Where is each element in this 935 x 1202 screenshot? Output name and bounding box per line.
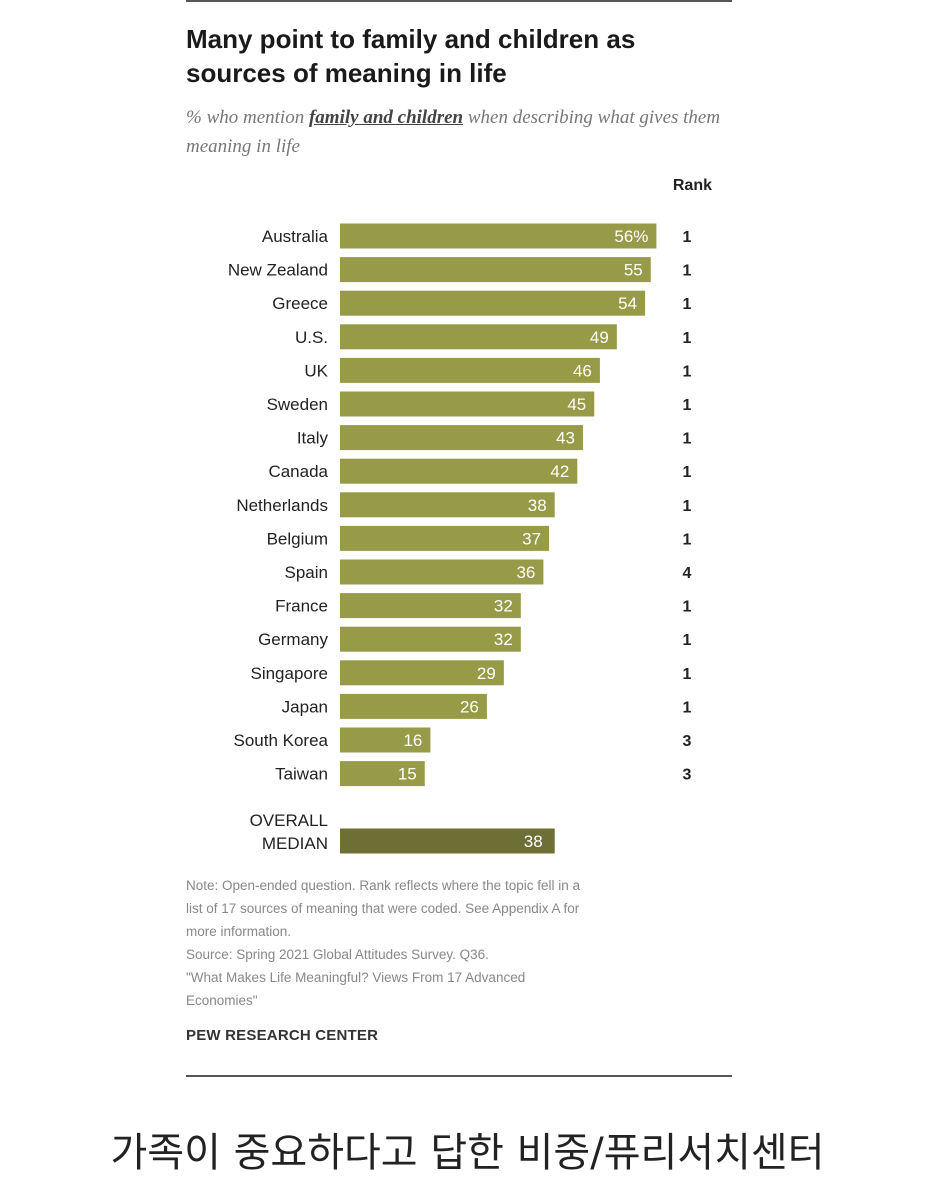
chart-note: Note: Open-ended question. Rank reflects… — [186, 874, 726, 1012]
bar-value-label: 54 — [618, 294, 637, 313]
median-bar — [340, 828, 555, 854]
brand-label: PEW RESEARCH CENTER — [186, 1027, 379, 1044]
bar-value-label: 46 — [573, 361, 592, 380]
bar-value-label: 16 — [403, 731, 422, 750]
source-line: Economies" — [186, 993, 258, 1008]
rank-header: Rank — [672, 177, 712, 194]
bar-value-label: 56% — [614, 227, 648, 246]
category-label: Sweden — [267, 395, 328, 414]
subtitle-emphasis: family and children — [308, 107, 464, 128]
category-label: Italy — [297, 429, 329, 448]
bar-value-label: 36 — [516, 563, 535, 582]
category-label: Canada — [268, 462, 328, 481]
bar — [340, 761, 425, 787]
bar-value-label: 45 — [567, 395, 586, 414]
rank-value: 1 — [683, 666, 692, 683]
rank-value: 1 — [683, 632, 692, 649]
rank-value: 1 — [683, 263, 692, 280]
note-line: more information. — [186, 924, 292, 939]
bar — [340, 257, 651, 283]
bar — [340, 223, 657, 249]
chart-title: Many point to family and children as sou… — [186, 24, 636, 88]
bar-value-label: 32 — [494, 597, 513, 616]
median-label-line1: OVERALL — [250, 811, 328, 830]
category-label: Greece — [272, 294, 328, 313]
rank-value: 1 — [683, 699, 692, 716]
bar — [340, 525, 550, 551]
bar-value-label: 29 — [477, 664, 496, 683]
bar-value-label: 55 — [624, 261, 643, 280]
rank-value: 3 — [683, 733, 692, 750]
rank-value: 1 — [683, 330, 692, 347]
rank-value: 3 — [683, 767, 692, 784]
rank-value: 1 — [683, 498, 692, 515]
top-rule — [186, 0, 732, 2]
bar-value-label: 32 — [494, 630, 513, 649]
category-label: New Zealand — [228, 261, 328, 280]
rank-value: 1 — [683, 363, 692, 380]
category-label: Taiwan — [275, 765, 328, 784]
rank-value: 1 — [683, 531, 692, 548]
bar-value-label: 49 — [590, 328, 609, 347]
bar-chart: Australia 56% 1 New Zealand 55 1 Greece 54 1 U.S.… — [228, 223, 692, 854]
source-line: Source: Spring 2021 Global Attitudes Sur… — [186, 947, 489, 962]
bar-value-label: 26 — [460, 697, 479, 716]
bar — [340, 727, 431, 753]
category-label: UK — [304, 361, 328, 380]
bar-value-label: 37 — [522, 529, 541, 548]
chart-subtitle: % who mention family and children when d… — [186, 103, 736, 161]
rank-value: 1 — [683, 464, 692, 481]
category-label: Netherlands — [236, 496, 328, 515]
rank-value: 4 — [683, 565, 692, 582]
bar — [340, 324, 617, 350]
note-line: Note: Open-ended question. Rank reflects… — [186, 878, 580, 893]
median-label-line2: MEDIAN — [262, 834, 328, 853]
bar — [340, 425, 583, 451]
category-label: Japan — [282, 697, 328, 716]
bar — [340, 492, 555, 518]
rank-value: 1 — [683, 431, 692, 448]
bar — [340, 458, 578, 484]
category-label: South Korea — [233, 731, 328, 750]
rank-value: 1 — [683, 296, 692, 313]
category-label: Singapore — [250, 664, 328, 683]
bar-value-label: 43 — [556, 429, 575, 448]
bottom-rule — [186, 1075, 732, 1077]
category-label: Belgium — [267, 529, 328, 548]
subtitle-suffix: when describing what gives them meaning … — [186, 107, 721, 157]
bar — [340, 626, 521, 652]
category-label: U.S. — [295, 328, 328, 347]
bar-value-label: 42 — [550, 462, 569, 481]
median-value-label: 38 — [524, 832, 543, 851]
rank-value: 1 — [683, 229, 692, 246]
rank-value: 1 — [683, 599, 692, 616]
subtitle-prefix: % who mention — [186, 107, 305, 128]
bar — [340, 660, 504, 686]
category-label: France — [275, 597, 328, 616]
image-caption: 가족이 중요하다고 답한 비중/퓨리서치센터 — [110, 1130, 825, 1176]
bar — [340, 593, 521, 619]
category-label: Spain — [285, 563, 328, 582]
bar-value-label: 15 — [398, 765, 417, 784]
bar — [340, 559, 544, 585]
bar — [340, 290, 646, 316]
bar — [340, 391, 595, 417]
category-label: Australia — [262, 227, 329, 246]
bar — [340, 693, 487, 719]
note-line: list of 17 sources of meaning that were … — [186, 901, 580, 916]
rank-value: 1 — [683, 397, 692, 414]
bar-value-label: 38 — [528, 496, 547, 515]
category-label: Germany — [258, 630, 328, 649]
source-line: "What Makes Life Meaningful? Views From … — [186, 970, 526, 985]
bar — [340, 357, 600, 383]
